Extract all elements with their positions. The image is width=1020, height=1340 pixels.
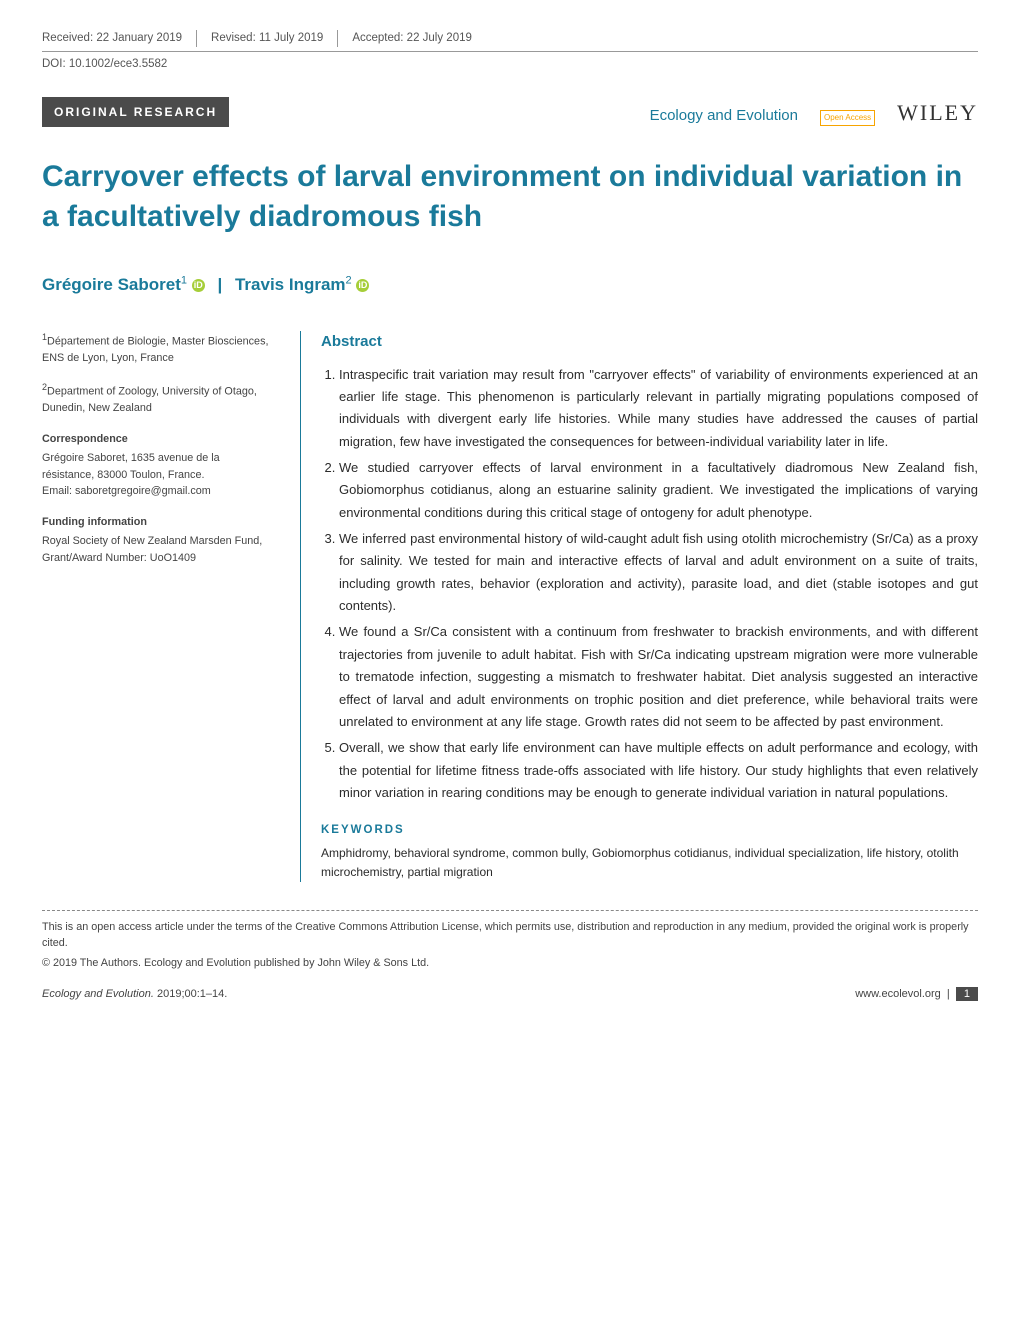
author-2-name: Travis Ingram <box>235 275 346 294</box>
article-type-badge: ORIGINAL RESEARCH <box>42 97 229 127</box>
affiliation-column: 1Département de Biologie, Master Bioscie… <box>42 331 272 882</box>
abstract-column: Abstract Intraspecific trait variation m… <box>300 331 978 882</box>
received-date: Received: 22 January 2019 <box>42 30 197 47</box>
doi: DOI: 10.1002/ece3.5582 <box>42 56 978 73</box>
license-divider <box>42 910 978 911</box>
authors-line: Grégoire Saboret1 iD | Travis Ingram2 iD <box>42 272 978 298</box>
correspondence-block: Correspondence Grégoire Saboret, 1635 av… <box>42 431 272 500</box>
page-number-badge: 1 <box>956 987 978 1001</box>
abstract-heading: Abstract <box>321 331 978 354</box>
journal-name: Ecology and Evolution <box>650 105 798 128</box>
correspondence-email: saboretgregoire@gmail.com <box>75 485 211 497</box>
funding-heading: Funding information <box>42 514 272 531</box>
orcid-icon: iD <box>356 279 369 292</box>
page-footer: Ecology and Evolution. 2019;00:1–14. www… <box>42 986 978 1003</box>
abstract-item: We inferred past environmental history o… <box>339 528 978 617</box>
correspondence-email-line: Email: saboretgregoire@gmail.com <box>42 483 272 500</box>
affiliation-2: 2Department of Zoology, University of Ot… <box>42 381 272 417</box>
abstract-item: Overall, we show that early life environ… <box>339 737 978 804</box>
journal-branding: Ecology and Evolution Open Access WILEY <box>650 96 978 129</box>
open-access-badge: Open Access <box>820 110 875 126</box>
publisher-logo: WILEY <box>897 96 978 129</box>
correspondence-heading: Correspondence <box>42 431 272 448</box>
keywords-heading: KEYWORDS <box>321 822 978 839</box>
footer-right: www.ecolevol.org | 1 <box>855 986 978 1003</box>
abstract-item: We studied carryover effects of larval e… <box>339 457 978 524</box>
abstract-item: We found a Sr/Ca consistent with a conti… <box>339 621 978 733</box>
author-1-sup: 1 <box>181 274 187 286</box>
author-separator: | <box>217 275 222 294</box>
affil-1-text: Département de Biologie, Master Bioscien… <box>42 336 268 365</box>
article-title: Carryover effects of larval environment … <box>42 157 978 238</box>
funding-text: Royal Society of New Zealand Marsden Fun… <box>42 533 272 566</box>
author-1: Grégoire Saboret1 iD <box>42 275 209 294</box>
keywords-text: Amphidromy, behavioral syndrome, common … <box>321 844 978 882</box>
license-line-2: © 2019 The Authors. Ecology and Evolutio… <box>42 955 978 971</box>
type-and-branding-row: ORIGINAL RESEARCH Ecology and Evolution … <box>42 96 978 129</box>
affil-2-text: Department of Zoology, University of Ota… <box>42 386 257 415</box>
footer-citation-rest: 2019;00:1–14. <box>154 988 227 1000</box>
article-history-row: Received: 22 January 2019 Revised: 11 Ju… <box>42 30 978 52</box>
revised-date: Revised: 11 July 2019 <box>211 30 338 47</box>
footer-citation: Ecology and Evolution. 2019;00:1–14. <box>42 986 227 1003</box>
license-line-1: This is an open access article under the… <box>42 919 978 951</box>
abstract-item: Intraspecific trait variation may result… <box>339 364 978 453</box>
author-2-sup: 2 <box>346 274 352 286</box>
footer-citation-journal: Ecology and Evolution. <box>42 988 154 1000</box>
affiliation-1: 1Département de Biologie, Master Bioscie… <box>42 331 272 367</box>
author-2: Travis Ingram2 iD <box>235 275 369 294</box>
author-1-name: Grégoire Saboret <box>42 275 181 294</box>
correspondence-text: Grégoire Saboret, 1635 avenue de la rési… <box>42 450 272 483</box>
funding-block: Funding information Royal Society of New… <box>42 514 272 566</box>
correspondence-email-label: Email: <box>42 485 75 497</box>
abstract-list: Intraspecific trait variation may result… <box>321 364 978 805</box>
footer-url: www.ecolevol.org <box>855 988 941 1000</box>
accepted-date: Accepted: 22 July 2019 <box>352 30 486 47</box>
main-two-column: 1Département de Biologie, Master Bioscie… <box>42 331 978 882</box>
orcid-icon: iD <box>192 279 205 292</box>
